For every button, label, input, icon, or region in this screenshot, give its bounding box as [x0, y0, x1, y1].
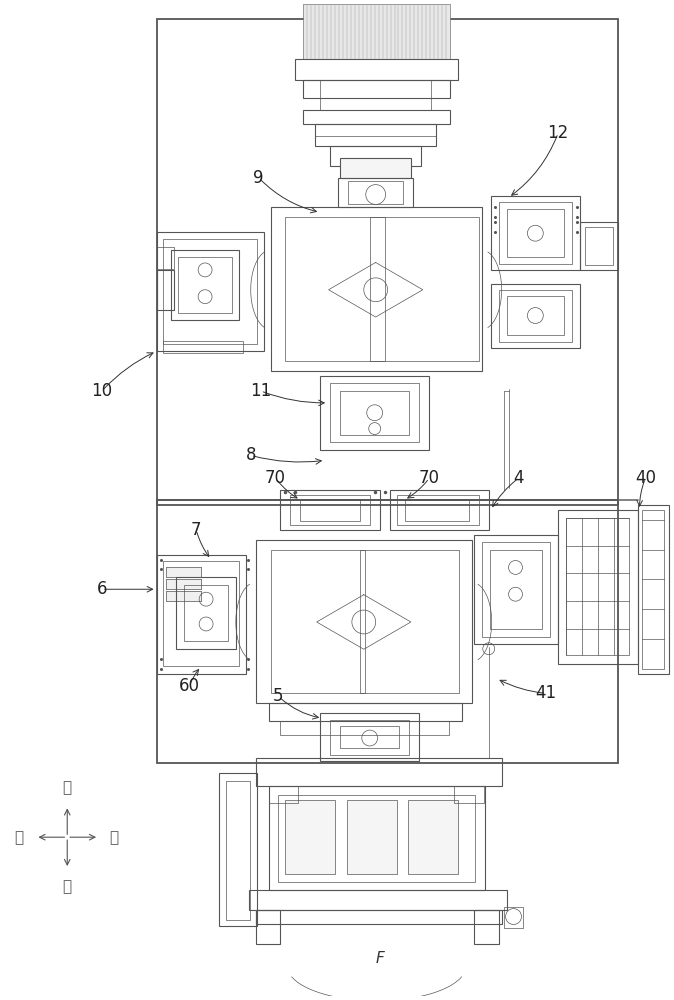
Bar — [315, 124, 436, 146]
Bar — [330, 720, 409, 755]
Bar — [280, 721, 449, 735]
Bar — [390, 490, 489, 530]
Bar — [338, 178, 413, 207]
Bar — [156, 555, 246, 674]
Bar — [166, 567, 201, 577]
Bar — [360, 550, 459, 693]
Bar — [278, 795, 475, 882]
Bar — [507, 209, 564, 257]
Text: 9: 9 — [253, 169, 264, 187]
Bar — [268, 786, 485, 890]
Text: 4: 4 — [513, 469, 524, 487]
Bar — [499, 290, 572, 342]
Bar — [268, 703, 462, 721]
Text: 10: 10 — [92, 382, 113, 400]
Bar — [566, 518, 629, 655]
Text: 40: 40 — [635, 469, 656, 487]
Bar — [166, 579, 201, 589]
Text: 12: 12 — [547, 124, 569, 142]
Bar — [585, 227, 613, 265]
Bar — [482, 542, 550, 637]
Bar — [370, 217, 479, 361]
Bar — [285, 800, 335, 874]
Bar — [255, 910, 501, 924]
Bar — [507, 296, 564, 335]
Bar — [474, 910, 499, 944]
Bar — [406, 499, 469, 521]
Bar — [166, 579, 201, 589]
Bar — [285, 217, 385, 361]
Text: 70: 70 — [265, 469, 286, 487]
Bar — [270, 550, 365, 693]
Bar — [290, 495, 370, 525]
Bar — [330, 146, 421, 166]
Bar — [255, 758, 501, 786]
Text: 11: 11 — [250, 382, 271, 400]
Bar — [320, 713, 419, 761]
Bar — [255, 910, 280, 944]
Bar — [454, 786, 484, 803]
Bar — [156, 19, 617, 505]
Bar — [163, 341, 243, 353]
Bar — [347, 800, 396, 874]
Bar — [156, 232, 264, 351]
Bar — [249, 890, 507, 910]
Bar — [171, 250, 239, 320]
Bar — [156, 270, 175, 310]
Bar — [301, 499, 360, 521]
Bar — [491, 284, 580, 348]
Bar — [156, 247, 175, 269]
Bar — [163, 561, 239, 666]
Text: 前: 前 — [63, 781, 72, 796]
Bar — [558, 510, 638, 664]
Bar — [156, 500, 617, 763]
Text: 70: 70 — [419, 469, 439, 487]
Text: 60: 60 — [179, 677, 200, 695]
Bar — [166, 591, 201, 601]
Text: 左: 左 — [14, 830, 24, 845]
Bar — [638, 505, 669, 674]
Bar — [580, 222, 617, 270]
Bar — [348, 181, 404, 204]
Bar — [280, 490, 379, 530]
Bar — [163, 239, 257, 344]
Bar — [340, 726, 400, 748]
Bar — [642, 510, 665, 669]
Bar — [408, 800, 458, 874]
Text: 5: 5 — [273, 687, 284, 705]
Text: 7: 7 — [191, 521, 202, 539]
Bar — [340, 158, 411, 178]
Bar — [303, 110, 450, 124]
Bar — [226, 781, 250, 920]
Bar — [320, 376, 429, 450]
Bar — [499, 202, 572, 264]
Text: 后: 后 — [63, 879, 72, 894]
Bar — [166, 567, 201, 577]
Bar — [255, 540, 472, 703]
Text: 8: 8 — [245, 446, 256, 464]
Text: 右: 右 — [109, 830, 118, 845]
Bar — [166, 591, 201, 601]
Bar — [330, 383, 419, 442]
Bar — [270, 207, 482, 371]
Text: F: F — [375, 951, 384, 966]
Text: 6: 6 — [96, 580, 107, 598]
Bar — [490, 550, 543, 629]
Bar — [179, 257, 232, 313]
Bar — [177, 577, 236, 649]
Bar — [503, 907, 524, 928]
Bar — [474, 535, 558, 644]
Text: 41: 41 — [536, 684, 557, 702]
Bar — [340, 391, 409, 435]
Bar — [398, 495, 479, 525]
Bar — [295, 59, 458, 80]
Bar — [303, 4, 450, 59]
Bar — [303, 80, 450, 98]
Bar — [268, 786, 299, 803]
Bar — [184, 585, 228, 641]
Bar — [219, 773, 257, 926]
Bar — [491, 196, 580, 270]
